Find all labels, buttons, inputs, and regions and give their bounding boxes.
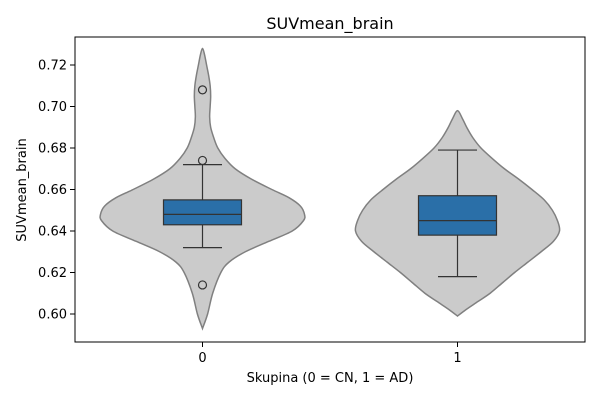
y-tick-label: 0.60 [38, 307, 67, 322]
y-tick-label: 0.70 [38, 100, 67, 115]
y-axis-label: SUVmean_brain [15, 138, 30, 241]
y-tick-label: 0.62 [38, 266, 67, 281]
y-tick-label: 0.68 [38, 142, 67, 157]
violin-group-1 [354, 109, 561, 318]
y-axis: 0.60 0.62 0.64 0.66 0.68 0.70 0.72 [38, 59, 75, 322]
outlier-point [197, 155, 208, 166]
x-tick-label: 0 [198, 351, 206, 366]
plot-area [99, 47, 561, 331]
violin-group-0 [99, 47, 306, 331]
box-iqr [417, 195, 498, 236]
chart-title: SUVmean_brain [266, 14, 393, 34]
y-tick-label: 0.72 [38, 59, 67, 74]
box-iqr [162, 199, 243, 226]
y-tick-label: 0.66 [38, 183, 67, 198]
outlier-point [197, 280, 208, 290]
x-tick-label: 1 [453, 351, 461, 366]
outlier-point [197, 85, 208, 95]
x-axis-label: Skupina (0 = CN, 1 = AD) [247, 371, 414, 386]
y-tick-label: 0.64 [38, 224, 67, 239]
